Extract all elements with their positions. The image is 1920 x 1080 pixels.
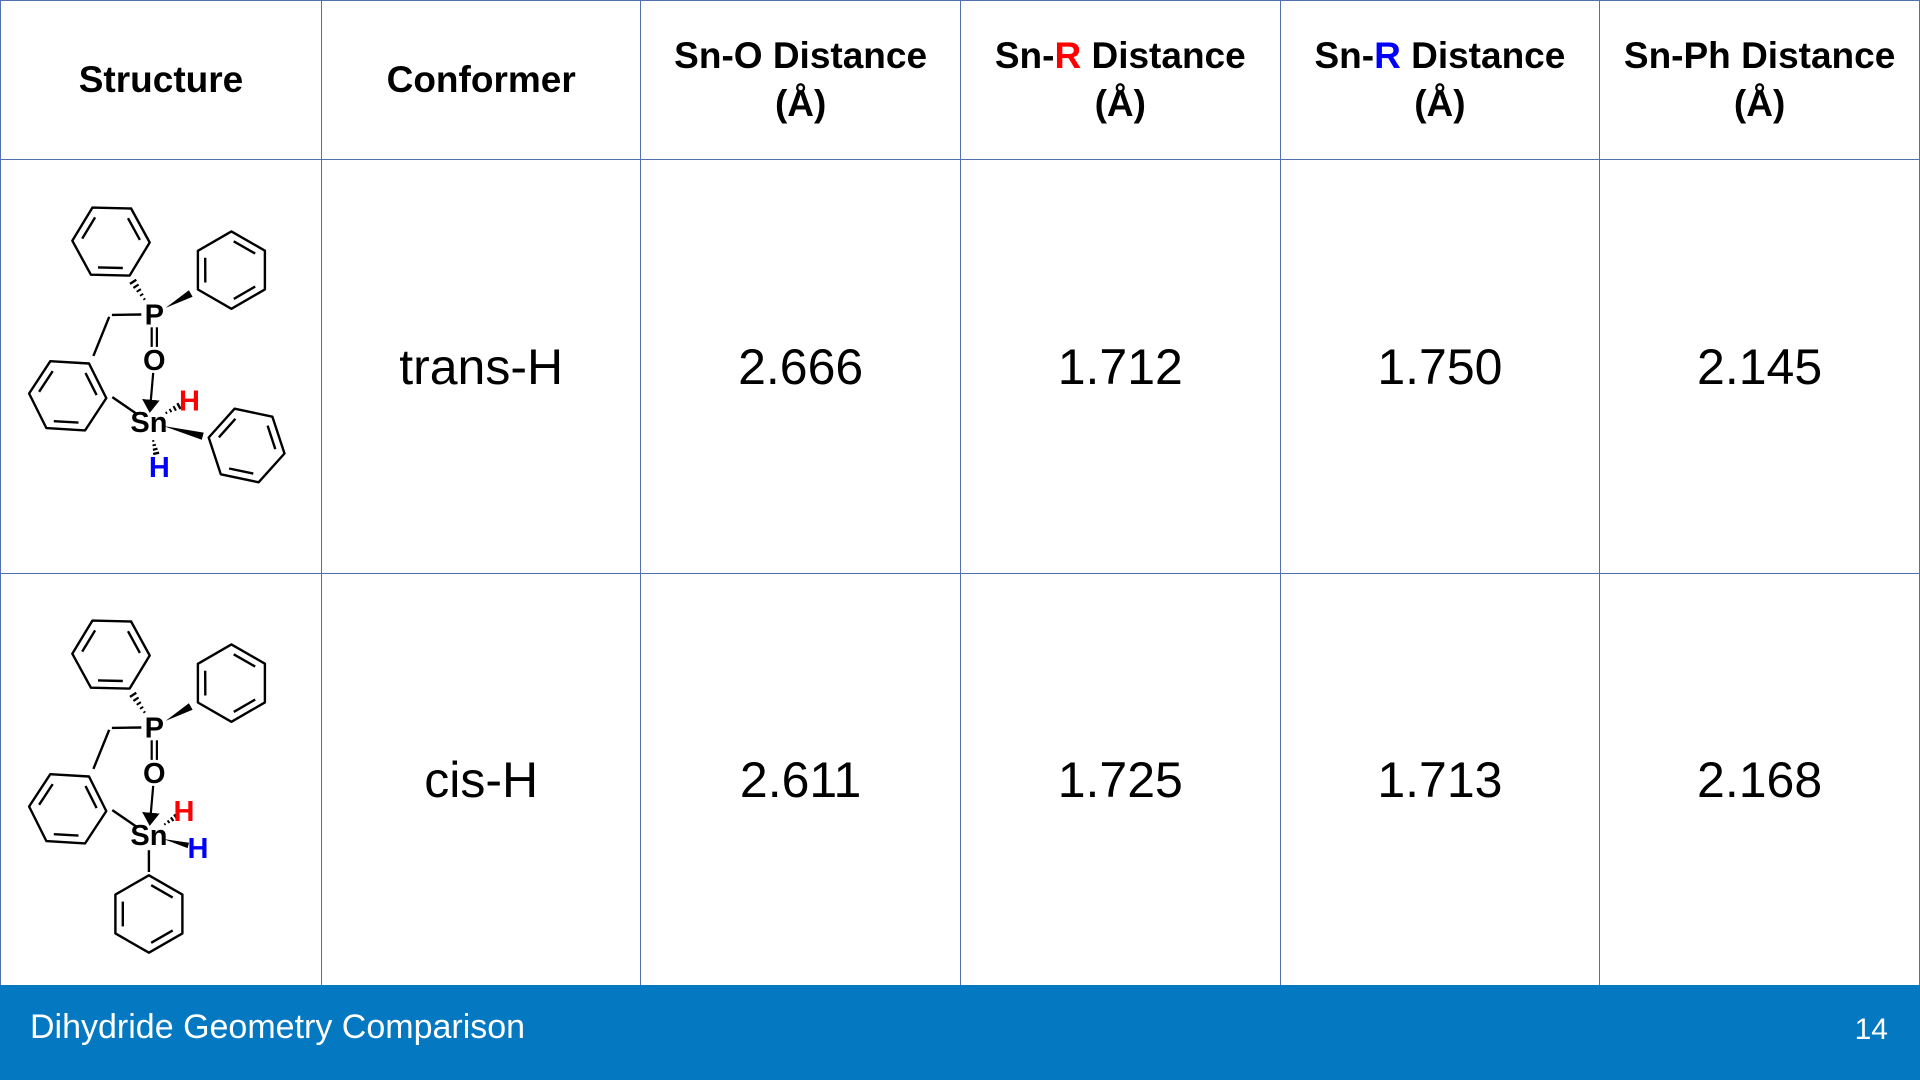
svg-text:Sn: Sn [130, 407, 167, 439]
svg-text:H: H [179, 385, 200, 417]
svg-text:P: P [145, 712, 164, 744]
svg-text:O: O [143, 344, 166, 376]
svg-text:O: O [143, 758, 166, 790]
svg-text:P: P [145, 299, 164, 331]
svg-text:H: H [188, 833, 209, 865]
svg-text:Sn: Sn [130, 820, 167, 852]
svg-text:H: H [149, 452, 170, 484]
svg-text:H: H [174, 796, 195, 828]
